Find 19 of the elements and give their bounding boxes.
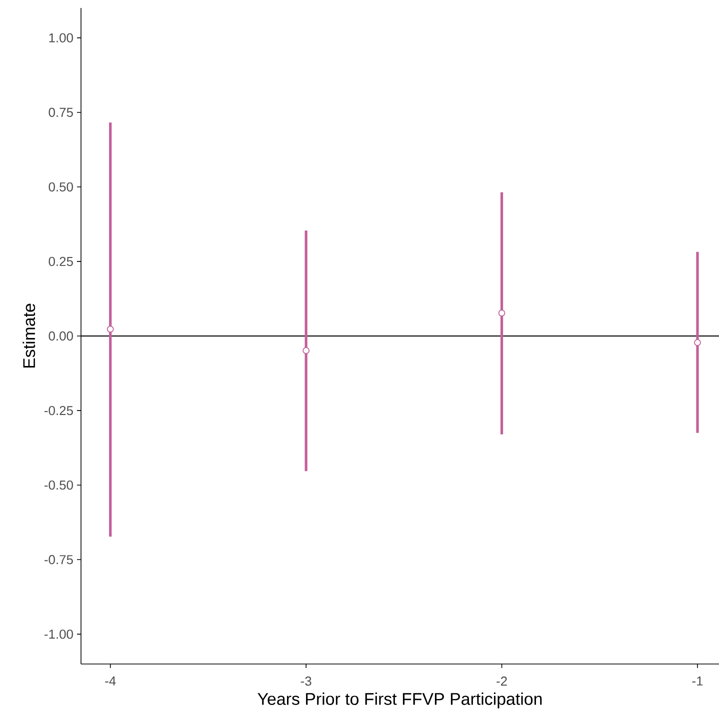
- x-axis-title: Years Prior to First FFVP Participation: [258, 692, 542, 708]
- point: [694, 339, 701, 346]
- point: [106, 326, 114, 333]
- x-tick-label: -2: [496, 676, 507, 686]
- y-tick-label: -1.00: [44, 630, 73, 639]
- x-tick-label: -3: [300, 676, 312, 686]
- x-tick-label: -1: [692, 676, 703, 686]
- y-tick-label: 0.50: [48, 182, 73, 192]
- y-tick-label: 0.00: [48, 331, 73, 341]
- y-tick-label: -0.50: [44, 480, 73, 490]
- point: [498, 310, 506, 316]
- x-tick-label: -4: [105, 676, 116, 686]
- y-tick-label: 0.75: [48, 108, 73, 117]
- y-axis-title: Estimate: [22, 304, 36, 368]
- y-tick-label: -0.75: [44, 555, 73, 564]
- y-tick-label: -0.25: [44, 406, 73, 416]
- y-tick-label: 0.25: [48, 256, 73, 266]
- y-tick-label: 1.00: [49, 33, 73, 42]
- point: [302, 347, 310, 354]
